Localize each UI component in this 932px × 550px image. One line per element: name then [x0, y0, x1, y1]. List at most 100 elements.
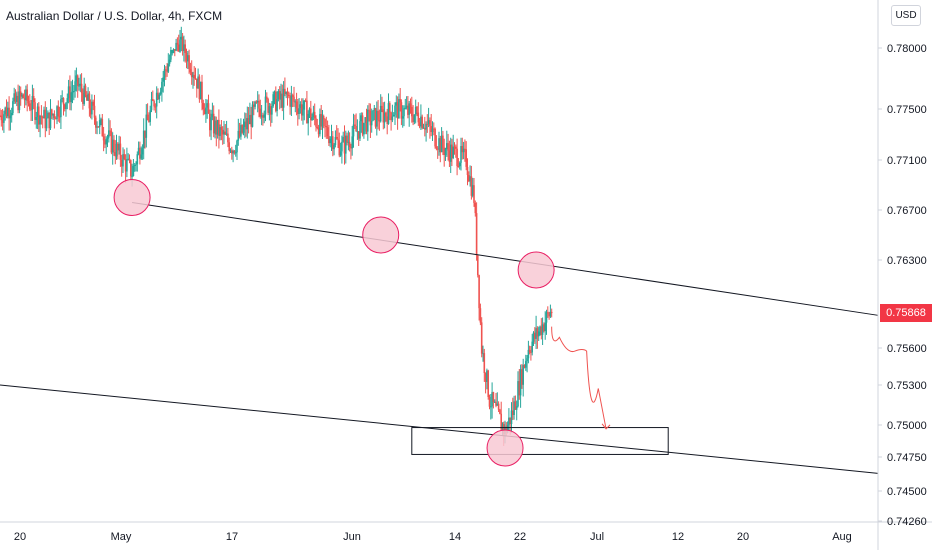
candle-body	[113, 139, 115, 152]
candle-body	[531, 341, 533, 353]
candle-body	[455, 146, 457, 149]
candle-body	[214, 120, 216, 134]
candle-body	[396, 102, 399, 119]
candle-body	[315, 118, 317, 127]
candle-body	[321, 116, 324, 127]
candle-body	[278, 91, 281, 100]
candle-body	[25, 89, 27, 101]
y-tick-label: 0.77500	[887, 104, 927, 116]
candle-body	[216, 119, 219, 135]
y-tick-label: 0.75000	[887, 420, 927, 432]
candle-body	[267, 99, 269, 113]
candle-body	[9, 115, 12, 119]
candle-body	[273, 91, 276, 95]
candle-body	[281, 93, 284, 108]
candle-body	[471, 185, 474, 196]
candle-body	[477, 255, 479, 276]
candle-body	[391, 116, 394, 121]
candle-body	[422, 127, 425, 129]
candle-body	[536, 328, 539, 337]
candle-body	[188, 55, 190, 70]
candle-body	[180, 36, 183, 40]
y-tick-label: 0.76300	[887, 255, 927, 267]
candle-body	[307, 113, 309, 124]
y-tick-label: 0.74260	[887, 516, 927, 528]
currency-button[interactable]: USD	[891, 5, 921, 26]
candle-body	[521, 369, 523, 385]
candle-body	[27, 101, 30, 104]
candle-body	[184, 44, 186, 53]
candle-body	[403, 108, 405, 117]
candle-body	[550, 311, 553, 314]
candle-body	[282, 88, 285, 108]
candle-body	[205, 107, 207, 115]
candle-body	[240, 125, 242, 137]
candle-body	[295, 101, 298, 109]
candle-body	[465, 149, 467, 167]
candle-body	[122, 154, 124, 167]
candle-body	[356, 131, 359, 133]
candle-body	[427, 120, 430, 124]
candle-body	[446, 143, 448, 150]
candle-body	[386, 116, 388, 124]
candle-body	[210, 117, 212, 131]
candle-body	[82, 92, 84, 104]
candle-body	[319, 114, 321, 135]
candle-body	[161, 81, 163, 92]
candle-body	[159, 91, 162, 95]
candle-body	[0, 115, 3, 121]
candle-body	[232, 150, 234, 154]
candle-body	[76, 75, 79, 86]
candle-body	[69, 86, 71, 103]
candle-body	[409, 103, 412, 107]
data-source-label: FXCM	[188, 9, 223, 23]
candle-body	[119, 143, 122, 160]
candle-body	[424, 127, 426, 130]
candle-body	[189, 69, 192, 73]
candle-body	[130, 160, 132, 177]
candle-body	[166, 70, 168, 72]
candle-body	[482, 353, 484, 355]
y-tick-label: 0.74750	[887, 452, 927, 464]
candle-body	[537, 331, 540, 337]
x-tick-label: Aug	[832, 531, 852, 543]
candle-body	[14, 93, 17, 102]
candle-body	[381, 105, 383, 110]
candle-body	[392, 114, 395, 117]
candle-body	[190, 72, 193, 78]
candle-body	[416, 106, 418, 113]
candle-body	[148, 120, 150, 122]
candle-body	[434, 128, 436, 147]
candle-body	[456, 148, 458, 166]
candle-body	[13, 93, 15, 102]
candle-body	[337, 138, 339, 141]
candle-body	[411, 106, 413, 117]
candle-body	[518, 381, 521, 396]
candle-body	[527, 349, 530, 359]
candle-body	[108, 130, 110, 138]
candle-body	[36, 106, 39, 117]
candle-body	[395, 102, 398, 106]
candle-body	[172, 49, 175, 54]
candle-body	[544, 322, 546, 332]
candle-body	[513, 401, 515, 415]
candle-body	[0, 115, 1, 117]
candle-body	[259, 108, 262, 117]
candle-body	[420, 116, 422, 127]
candle-body	[460, 146, 462, 163]
candle-body	[244, 121, 246, 128]
candle-body	[110, 130, 113, 153]
y-tick-label: 0.78000	[887, 43, 927, 55]
candle-body	[4, 107, 6, 115]
candle-body	[49, 109, 52, 129]
candle-body	[207, 103, 210, 114]
candle-body	[101, 118, 104, 137]
touch-circle	[362, 216, 400, 254]
candle-body	[334, 137, 337, 145]
candle-body	[183, 44, 185, 51]
candle-body	[352, 124, 355, 137]
candle-body	[105, 139, 107, 145]
candle-body	[1, 120, 4, 123]
